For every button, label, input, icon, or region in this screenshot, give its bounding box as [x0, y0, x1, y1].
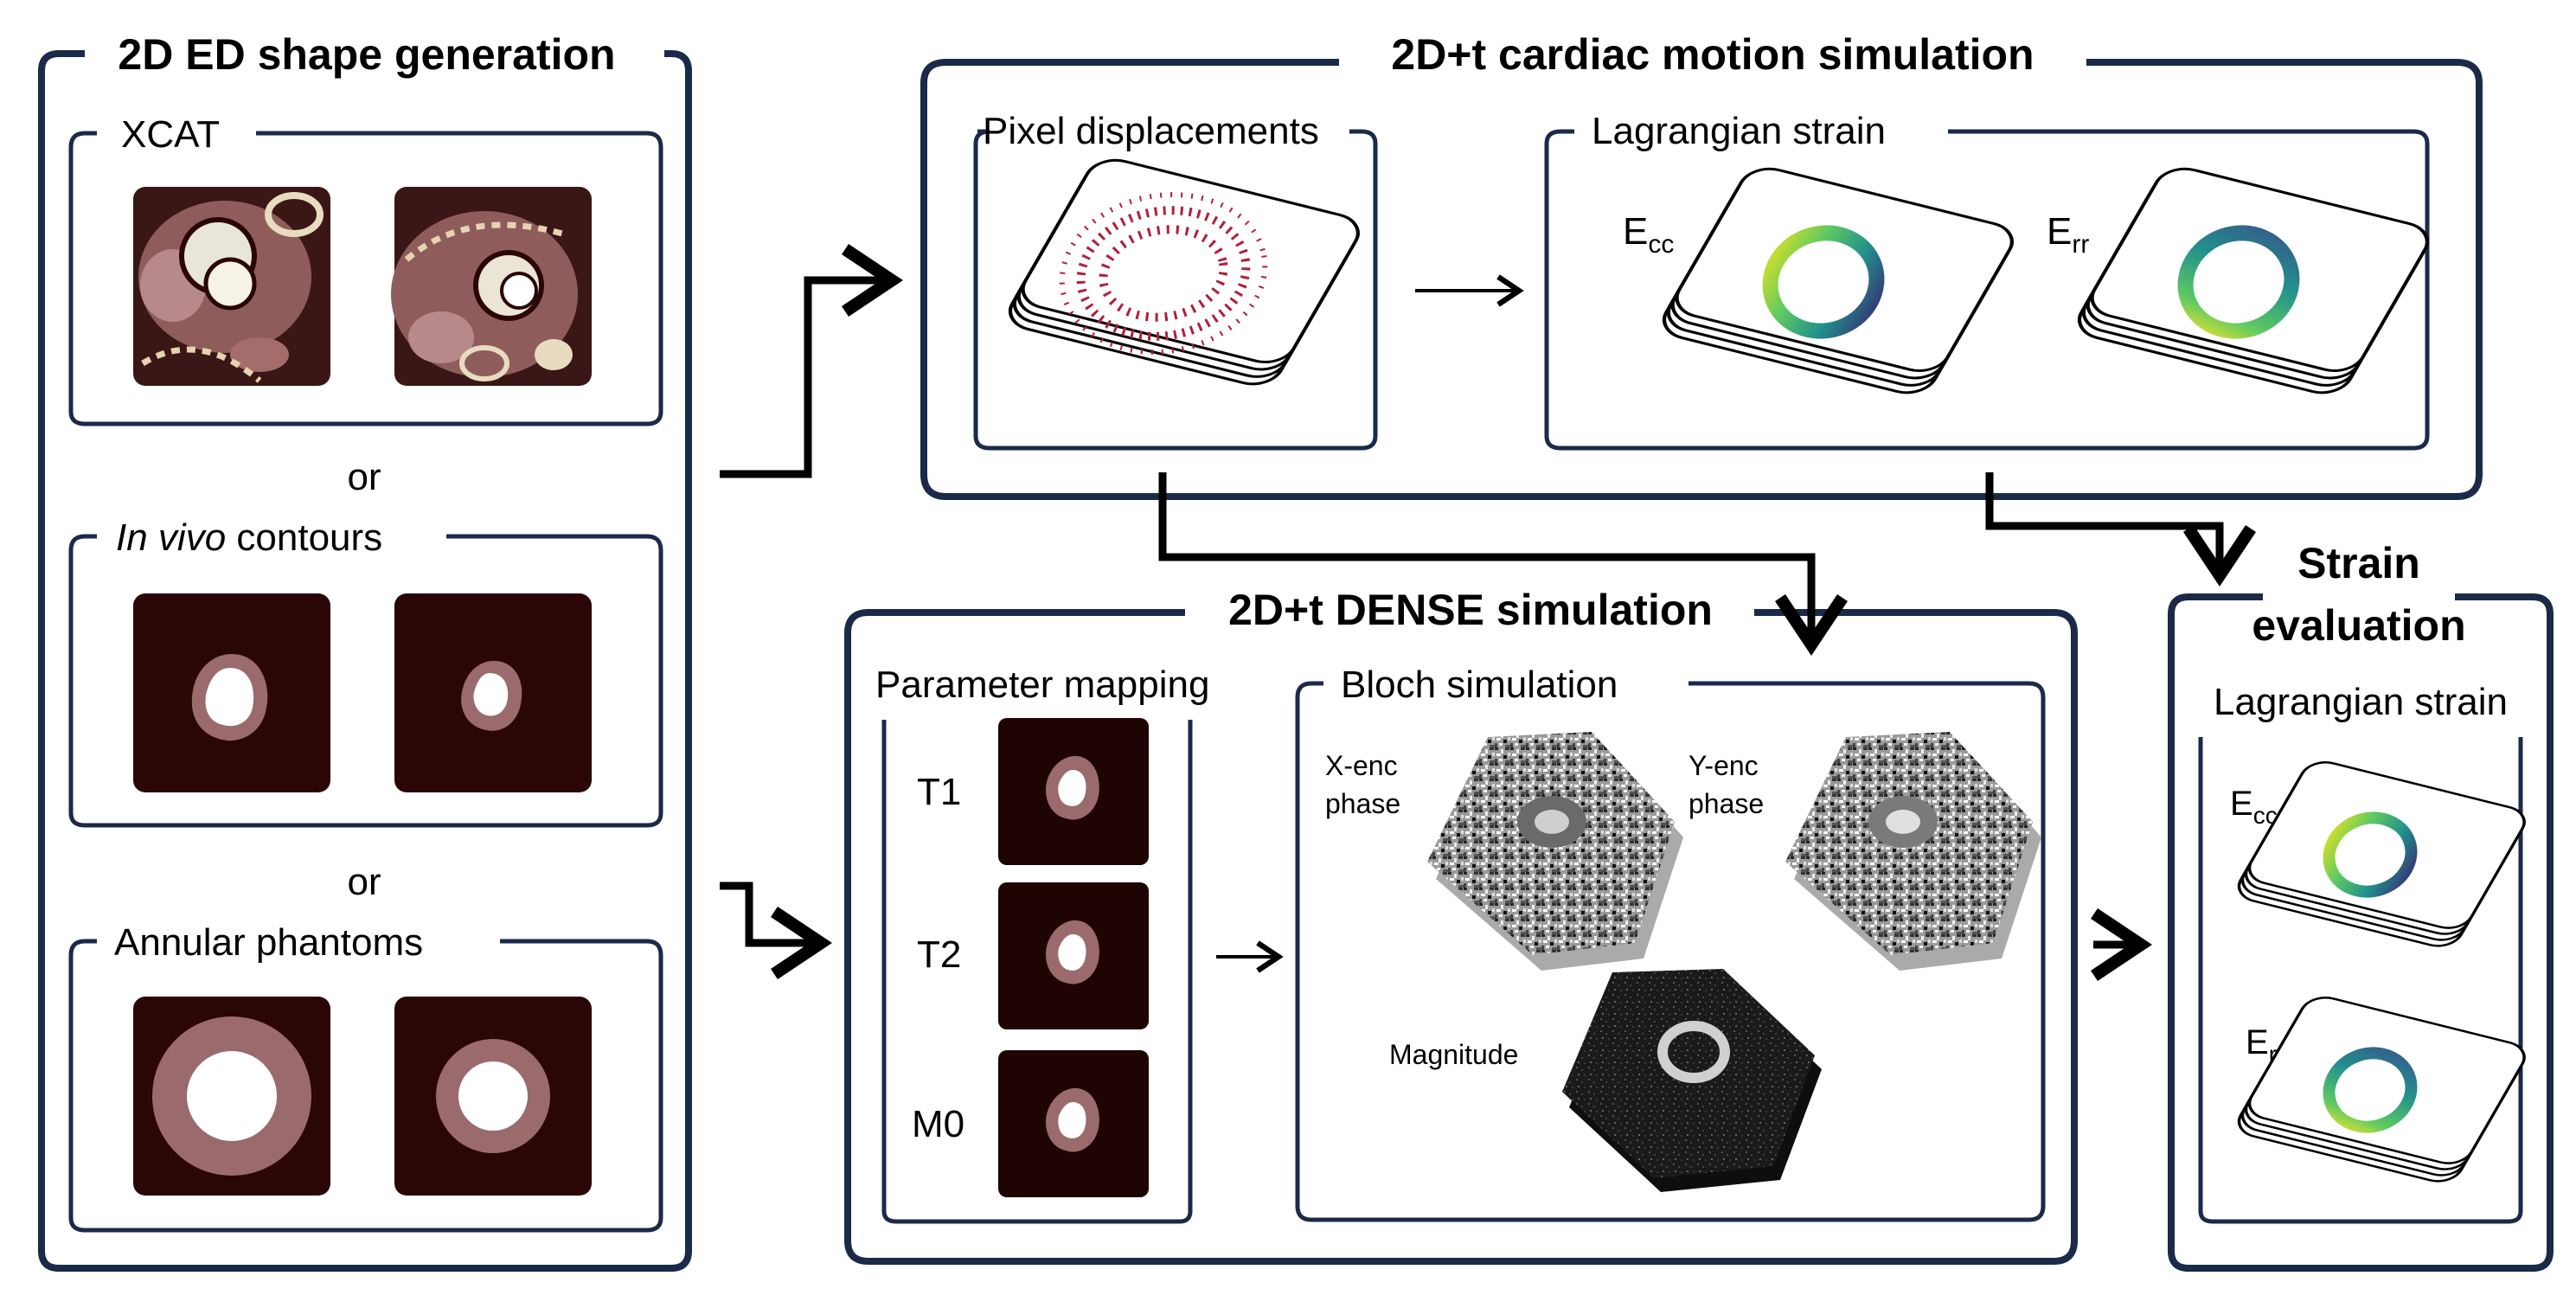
annular-box: Annular phantoms — [68, 921, 663, 1233]
xcat-box: XCAT — [68, 113, 663, 426]
m0-map-image — [998, 1050, 1149, 1197]
invivo-box: In vivo contours — [68, 516, 663, 828]
motion-err-main: E — [2047, 210, 2072, 253]
magnitude-label: Magnitude — [1389, 1039, 1518, 1070]
motion-ecc-stack — [1656, 164, 2021, 398]
invivo-label-italic: In vivo — [116, 516, 226, 559]
xenc-label-line1: X-enc — [1325, 750, 1398, 781]
eval-ecc-stack — [2230, 756, 2534, 952]
svg-text:Ecc: Ecc — [1623, 210, 1674, 259]
motion-ecc-main: E — [1623, 210, 1648, 253]
t2-map-image — [998, 882, 1149, 1029]
eval-ecc-main: E — [2230, 785, 2253, 823]
dense-panel: 2D+t DENSE simulation Parameter mapping … — [844, 586, 2078, 1265]
eval-ecc-ring — [2323, 811, 2418, 898]
annular-phantom-2-image — [394, 997, 592, 1196]
motion-panel: 2D+t cardiac motion simulation Pixel dis… — [920, 30, 2483, 500]
annular-label: Annular phantoms — [114, 921, 423, 964]
motion-ecc-ring — [1762, 225, 1885, 339]
xcat-slice-2-image — [391, 187, 592, 386]
motion-err-sub: rr — [2072, 230, 2089, 259]
pixel-displacements-label: Pixel displacements — [983, 110, 1319, 152]
t1-map-image — [998, 718, 1149, 865]
svg-text:Ecc: Ecc — [2230, 785, 2278, 829]
motion-to-eval-arrow — [1985, 472, 2256, 587]
motion-ecc-sub: cc — [1648, 230, 1674, 259]
shape-to-dense-arrow — [720, 882, 832, 979]
map-label-t1: T1 — [917, 771, 961, 813]
motion-to-bloch-arrow — [1158, 472, 1848, 656]
eval-title-line2: evaluation — [2252, 601, 2465, 650]
motion-err-stack — [2071, 164, 2436, 398]
eval-err-ring — [2323, 1047, 2418, 1133]
eval-strain-box: Lagrangian strain Ecc Err — [2198, 681, 2534, 1224]
map-label-t2: T2 — [917, 933, 961, 976]
invivo-contour-1-image — [133, 593, 330, 792]
parameter-mapping-box: Parameter mapping T1 T2 M0 — [875, 664, 1209, 1224]
pixel-displacement-box: Pixel displacements — [973, 110, 1378, 451]
yenc-label-line1: Y-enc — [1688, 750, 1759, 781]
or-label-2: or — [347, 861, 381, 903]
eval-strain-label: Lagrangian strain — [2214, 681, 2508, 723]
bloch-simulation-box: Bloch simulation X-enc phase Y-enc phase… — [1295, 664, 2046, 1222]
shape-to-motion-arrow — [720, 244, 903, 478]
invivo-contour-2-image — [394, 593, 592, 792]
displacement-stack — [1002, 155, 1367, 389]
yenc-label-line2: phase — [1688, 788, 1764, 819]
motion-strain-label: Lagrangian strain — [1592, 110, 1886, 152]
magnitude-image — [1562, 969, 1822, 1192]
strain-evaluation-panel: Strain evaluation Lagrangian strain Ecc … — [2168, 539, 2554, 1272]
xcat-slice-1-image — [133, 187, 330, 386]
parameter-mapping-label: Parameter mapping — [875, 664, 1209, 706]
motion-strain-box: Lagrangian strain Ecc Err — [1544, 110, 2436, 451]
motion-panel-title: 2D+t cardiac motion simulation — [1391, 30, 2034, 79]
shape-generation-panel: 2D ED shape generation XCAT — [38, 30, 692, 1272]
eval-err-stack — [2230, 991, 2534, 1188]
eval-err-main: E — [2246, 1023, 2269, 1061]
xcat-label: XCAT — [121, 113, 220, 156]
annular-phantom-1-image — [133, 997, 330, 1196]
eval-title-line1: Strain — [2297, 539, 2420, 587]
xenc-phase-image — [1427, 732, 1683, 971]
invivo-label-rest: contours — [226, 516, 382, 559]
bloch-simulation-label: Bloch simulation — [1341, 664, 1618, 706]
svg-text:In vivo contours: In vivo contours — [116, 516, 382, 559]
svg-text:Err: Err — [2047, 210, 2089, 259]
shape-panel-title: 2D ED shape generation — [118, 30, 615, 79]
yenc-phase-image — [1785, 732, 2041, 971]
dense-panel-title: 2D+t DENSE simulation — [1228, 586, 1713, 634]
or-label-1: or — [347, 456, 381, 498]
xenc-label-line2: phase — [1325, 788, 1400, 819]
motion-err-ring — [2177, 225, 2300, 339]
map-label-m0: M0 — [912, 1103, 964, 1145]
